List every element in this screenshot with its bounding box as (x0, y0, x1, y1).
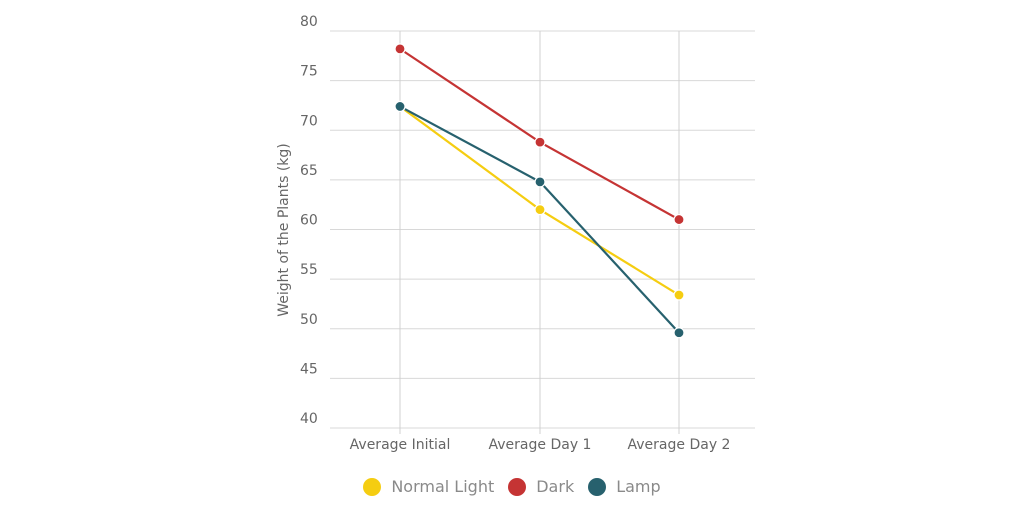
legend-label: Dark (536, 477, 575, 496)
data-point[interactable] (534, 136, 546, 148)
data-point[interactable] (673, 213, 685, 226)
y-tick-label: 45 (300, 361, 318, 377)
y-tick-label: 70 (300, 113, 318, 129)
data-point[interactable] (534, 204, 546, 216)
legend-label: Lamp (616, 477, 661, 496)
legend-item[interactable]: Dark (508, 477, 574, 496)
y-tick-label: 50 (300, 312, 318, 328)
y-tick-label: 75 (300, 64, 318, 80)
data-point[interactable] (673, 327, 685, 339)
data-point[interactable] (394, 43, 406, 55)
y-axis-title: Weight of the Plants (kg) (276, 143, 292, 317)
y-tick-label: 65 (300, 163, 318, 179)
x-tick-label: Average Day 1 (489, 437, 592, 453)
data-point[interactable] (673, 289, 685, 301)
series-lines (394, 43, 685, 339)
legend-swatch (508, 477, 527, 496)
x-tick-label: Average Initial (350, 437, 451, 453)
x-axis-ticks: Average Initial Average Day 1 Average Day … (350, 437, 731, 453)
data-point[interactable] (534, 176, 546, 188)
x-tick-label: Average Day 2 (628, 437, 731, 453)
y-tick-label: 55 (300, 262, 318, 278)
legend-label: Normal Light (391, 477, 495, 496)
grid-lines (330, 30, 755, 434)
y-tick-label: 40 (300, 411, 318, 427)
legend-swatch (588, 477, 607, 496)
y-tick-label: 80 (300, 14, 318, 30)
legend: Normal Light Dark Lamp (0, 477, 1024, 496)
y-axis-ticks: 40 45 50 55 60 65 70 75 80 (300, 14, 318, 427)
legend-item[interactable]: Normal Light (363, 477, 494, 496)
data-point[interactable] (394, 100, 406, 113)
y-tick-label: 60 (300, 213, 318, 229)
legend-item[interactable]: Lamp (588, 477, 661, 496)
legend-swatch (363, 477, 382, 496)
